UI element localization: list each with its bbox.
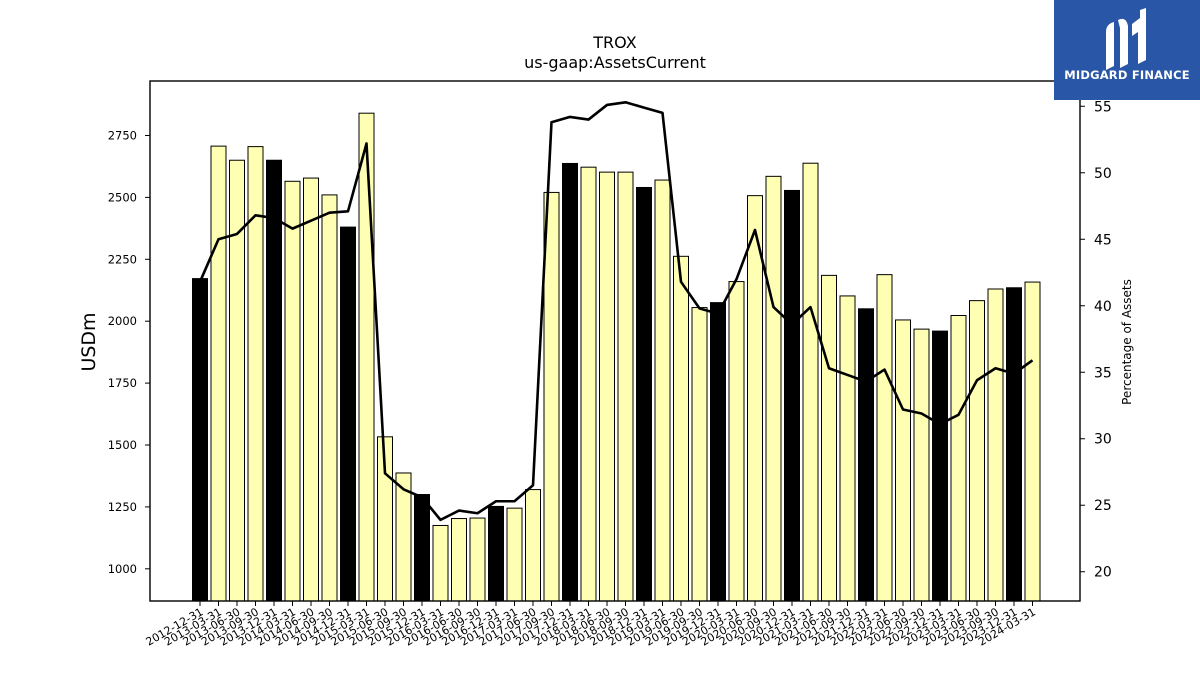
- bar-2013-12-31: [266, 159, 282, 602]
- bar-2023-06-30: [969, 300, 985, 602]
- bar-2016-12-31: [488, 505, 504, 602]
- bar-2022-03-31: [876, 274, 893, 602]
- brand-name: MIDGARD FINANCE: [1064, 68, 1190, 82]
- bar-2014-12-31: [340, 226, 356, 602]
- bar-2019-03-31: [654, 179, 671, 602]
- y2-tick-label: 50: [1094, 166, 1112, 182]
- bar-2023-09-30: [987, 288, 1004, 602]
- chart-title: TROX: [592, 33, 636, 52]
- y-tick-label: 1500: [108, 438, 137, 452]
- chart-subtitle: us-gaap:AssetsCurrent: [524, 53, 706, 72]
- line-layer: [198, 100, 1034, 522]
- axes-layer: 1000 1250 1500 1750 2000 2250 2500 2750 20 25 30 35…: [108, 80, 1112, 649]
- bar-2022-09-30: [913, 328, 930, 602]
- bar-2016-03-31: [432, 524, 449, 602]
- bar-2017-06-30: [525, 489, 541, 602]
- bar-2019-06-30: [673, 255, 689, 602]
- y2-tick-label: 30: [1094, 432, 1112, 448]
- bar-2019-12-31: [710, 302, 726, 602]
- plot-frame: [149, 80, 1081, 602]
- brand-logo: MIDGARD FINANCE: [1054, 0, 1200, 100]
- bar-2018-09-30: [617, 171, 634, 602]
- y-tick-label: 1750: [108, 376, 137, 390]
- bar-2021-12-31: [858, 308, 874, 602]
- bar-2013-03-31: [210, 145, 227, 602]
- bars-layer: [192, 112, 1041, 602]
- y-tick-label: 1250: [108, 500, 137, 514]
- bar-2018-12-31: [636, 186, 652, 602]
- bar-2020-12-31: [784, 189, 800, 602]
- y-tick-label: 2500: [108, 190, 137, 204]
- y-tick-label: 2750: [108, 128, 137, 142]
- bar-2014-09-30: [321, 194, 338, 602]
- bar-2021-09-30: [839, 295, 856, 602]
- y2-tick-label: 55: [1094, 99, 1112, 115]
- y-tick-label: 1000: [108, 562, 137, 576]
- bar-2015-03-31: [358, 112, 375, 602]
- y2-tick-label: 35: [1094, 365, 1112, 381]
- bar-2020-09-30: [765, 175, 782, 602]
- bar-2024-03-31: [1024, 281, 1041, 602]
- bar-2020-03-31: [728, 281, 745, 602]
- y2-axis-label: Percentage of Assets: [1120, 279, 1134, 405]
- bar-2019-09-30: [691, 307, 708, 602]
- y2-tick-label: 40: [1094, 299, 1112, 315]
- percentage-line: [198, 100, 1034, 522]
- bar-2016-09-30: [469, 517, 486, 602]
- bar-2023-12-31: [1006, 287, 1022, 602]
- bar-2023-03-31: [950, 314, 967, 602]
- midgard-m-logo-icon: [1106, 8, 1146, 70]
- bar-2017-12-31: [562, 162, 578, 602]
- bar-2013-06-30: [229, 159, 245, 602]
- bar-2012-12-31: [192, 278, 208, 602]
- y2-tick-label: 25: [1094, 498, 1112, 514]
- bar-2014-03-31: [284, 180, 301, 602]
- y-tick-label: 2000: [108, 314, 137, 328]
- bar-2016-06-30: [451, 518, 467, 602]
- bar-2022-06-30: [895, 319, 911, 602]
- bar-2017-09-30: [543, 191, 560, 602]
- y-tick-label: 2250: [108, 252, 137, 266]
- y2-tick-label: 20: [1094, 565, 1112, 581]
- y-axis-label: USDm: [78, 312, 100, 371]
- bar-2021-06-30: [821, 274, 837, 602]
- bar-2021-03-31: [802, 162, 819, 602]
- bar-2022-12-31: [932, 330, 948, 602]
- bar-2018-03-31: [580, 166, 597, 602]
- bar-2018-06-30: [599, 171, 615, 602]
- bar-2014-06-30: [303, 177, 319, 602]
- y2-tick-label: 45: [1094, 232, 1112, 248]
- bar-2017-03-31: [506, 507, 523, 602]
- bar-2015-12-31: [414, 494, 430, 602]
